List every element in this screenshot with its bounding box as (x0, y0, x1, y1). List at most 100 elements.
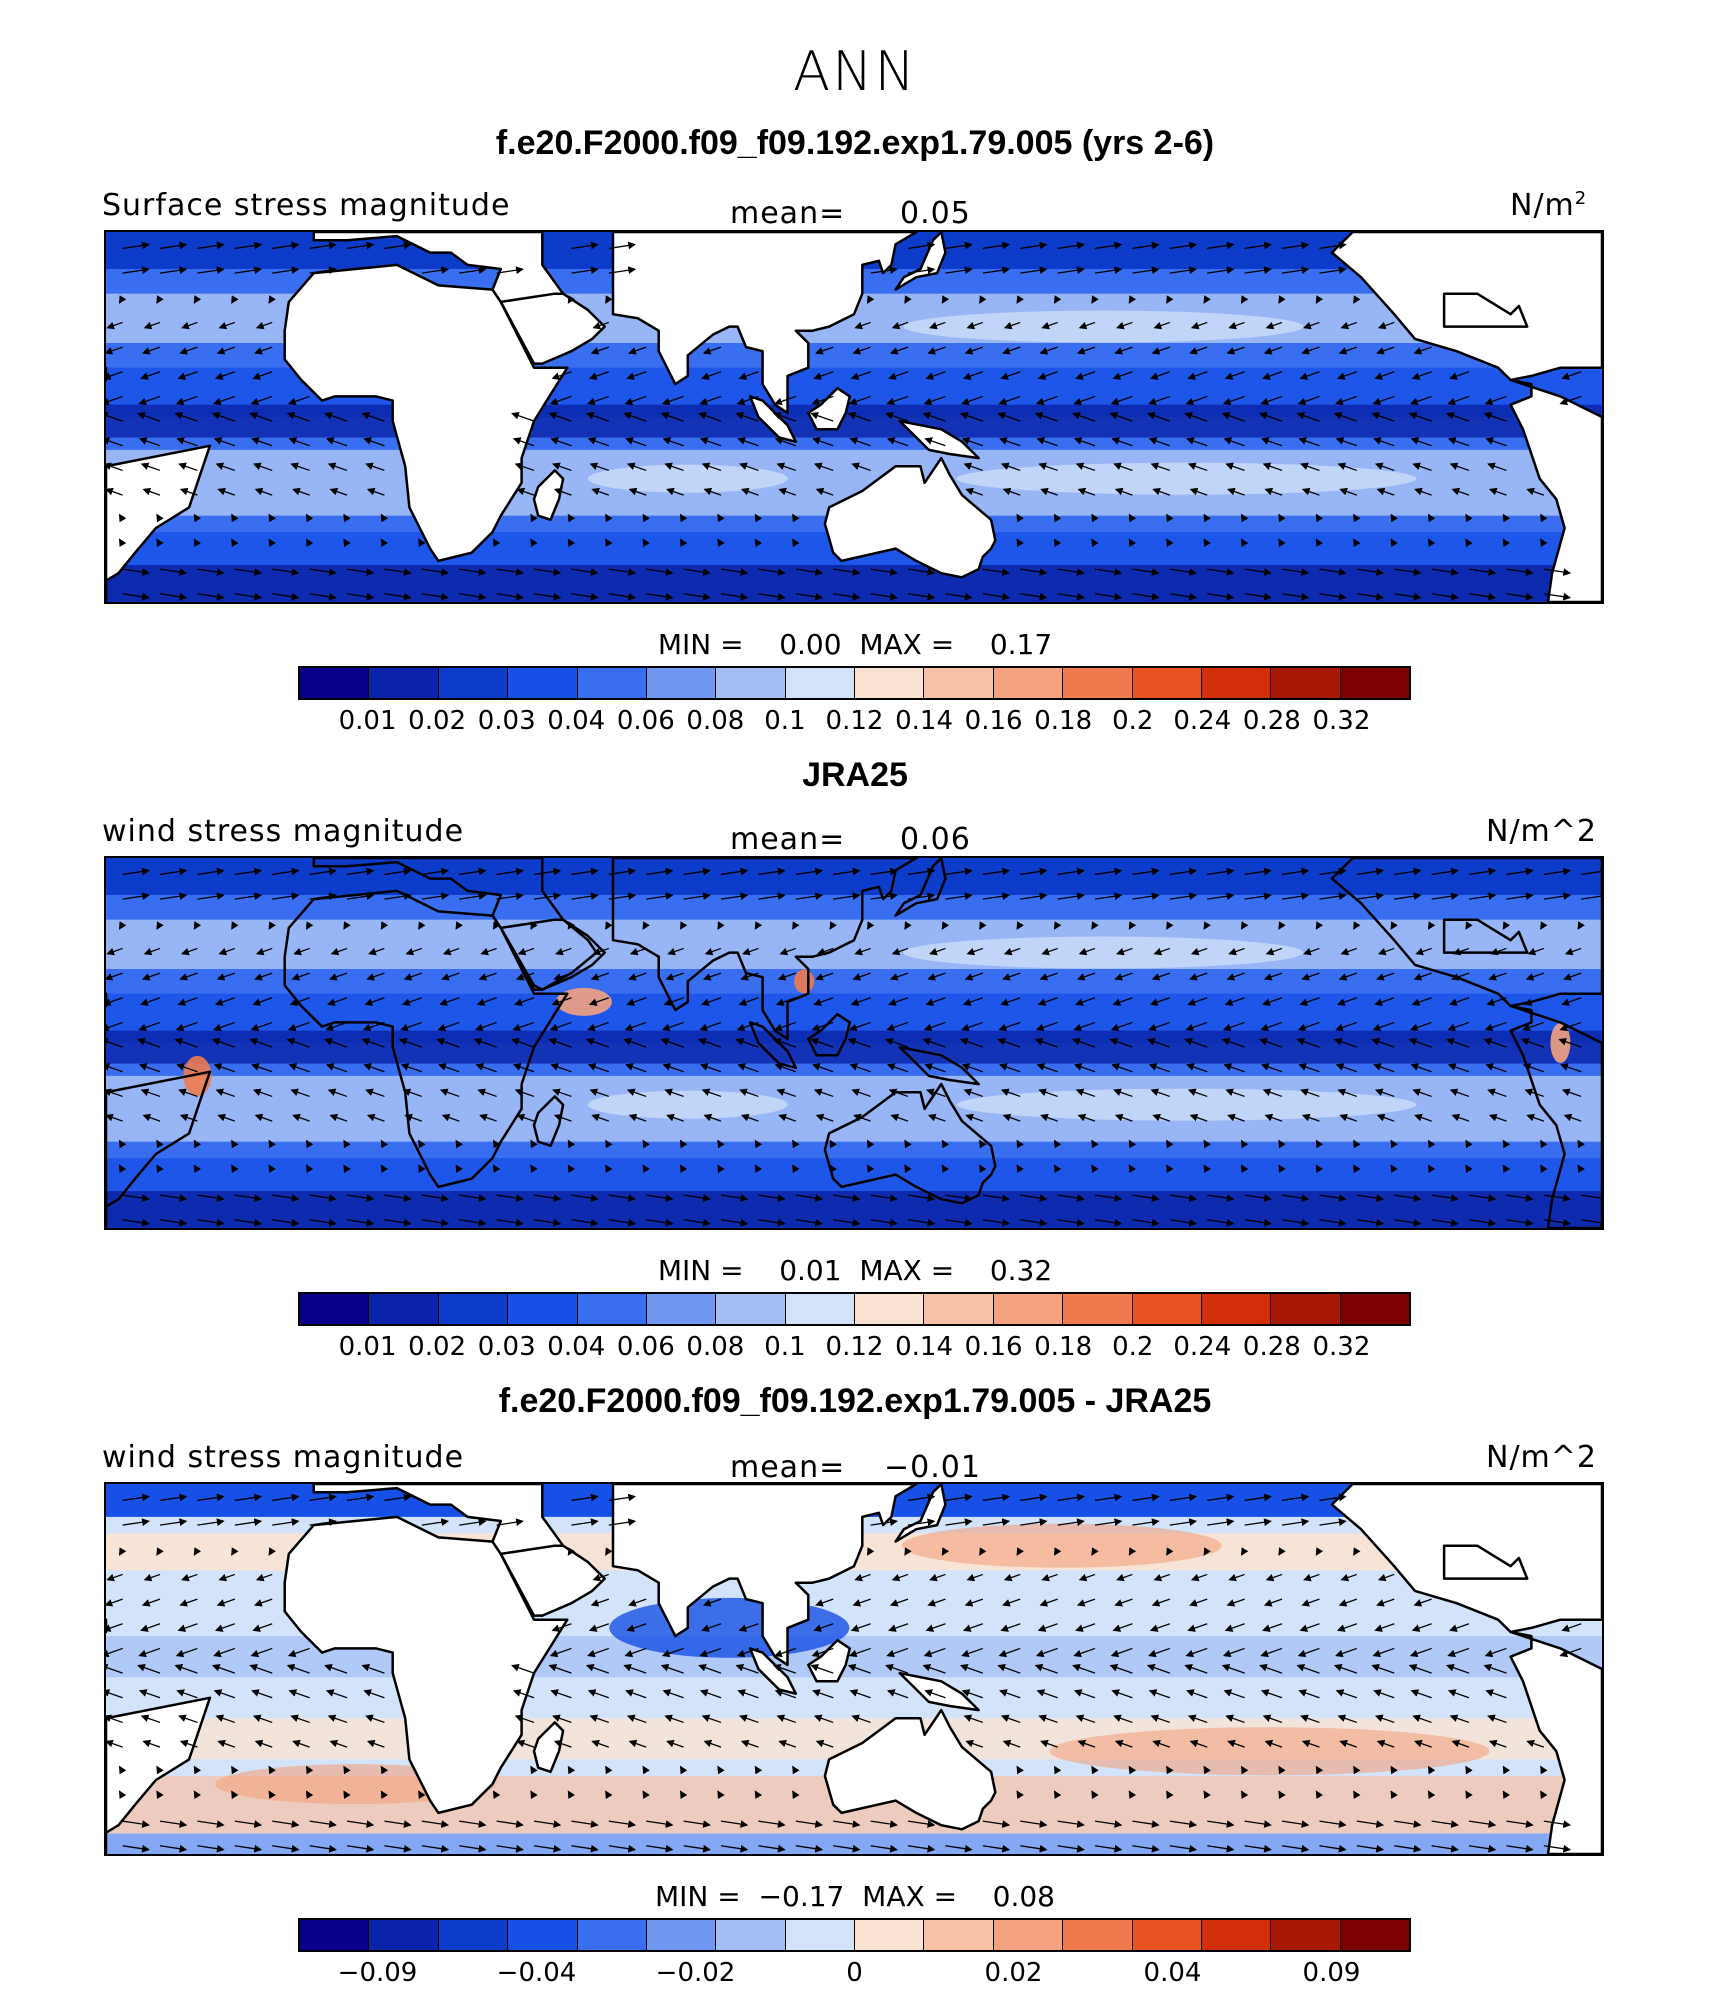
wind-arrow (1153, 947, 1171, 956)
wind-arrow (982, 568, 1011, 576)
wind-arrow (441, 972, 460, 981)
wind-arrow (1356, 867, 1385, 876)
wind-arrow (365, 462, 385, 472)
wind-arrow (590, 346, 610, 355)
wind-arrow (792, 513, 800, 523)
panel-3-min-label: MIN = (655, 1880, 741, 1913)
wind-arrow (1112, 371, 1133, 380)
wind-arrow (1465, 921, 1473, 930)
wind-arrow (979, 295, 987, 304)
wind-arrow (1094, 592, 1123, 601)
wind-arrow (368, 947, 385, 956)
wind-arrow (889, 346, 909, 355)
wind-arrow (1281, 867, 1310, 876)
wind-arrow (720, 592, 749, 601)
wind-arrow (1447, 395, 1470, 406)
wind-arrow (179, 346, 198, 355)
wind-arrow (1427, 921, 1436, 930)
colorbar-swatch (1271, 1920, 1341, 1950)
wind-arrow (567, 295, 576, 304)
land-outline (823, 456, 997, 579)
wind-arrow (380, 513, 389, 523)
wind-arrow (106, 346, 123, 355)
wind-arrow (309, 266, 337, 275)
wind-arrow (1371, 1037, 1395, 1048)
colorbar-swatch (924, 1920, 994, 1950)
wind-arrow (1373, 1063, 1395, 1073)
wind-arrow (400, 1021, 423, 1032)
colorbar-swatch (1132, 1920, 1202, 1950)
stress-contour (903, 936, 1304, 969)
wind-arrow (1376, 972, 1395, 981)
wind-arrow (1319, 867, 1347, 876)
colorbar-swatch (508, 1920, 578, 1950)
wind-arrow (646, 592, 674, 601)
wind-arrow (1315, 921, 1324, 930)
wind-arrow (137, 411, 161, 422)
wind-arrow (343, 538, 351, 548)
wind-arrow (1146, 1037, 1171, 1048)
wind-arrow (1281, 892, 1310, 901)
wind-arrow (1452, 947, 1470, 956)
colorbar-swatch (785, 668, 855, 698)
wind-arrow (1412, 462, 1432, 472)
wind-arrow (1356, 568, 1385, 576)
wind-arrow (1041, 947, 1058, 956)
wind-arrow (1148, 1063, 1171, 1073)
wind-arrow (1506, 867, 1534, 876)
wind-arrow (811, 1021, 834, 1032)
wind-arrow (1003, 947, 1021, 956)
wind-arrow (998, 1021, 1021, 1032)
panel-3-mean-label: mean= (730, 1450, 846, 1485)
wind-arrow (1260, 1021, 1283, 1032)
wind-arrow (106, 1088, 123, 1098)
wind-arrow (1077, 487, 1096, 496)
wind-arrow (1353, 538, 1361, 548)
wind-arrow (1091, 538, 1099, 548)
wind-arrow (736, 395, 759, 406)
wind-arrow (720, 568, 749, 576)
wind-arrow (945, 592, 973, 601)
wind-arrow (1262, 462, 1283, 472)
wind-arrow (660, 411, 684, 422)
wind-arrow (346, 867, 375, 876)
wind-arrow (1073, 1021, 1096, 1032)
wind-arrow (365, 1088, 385, 1098)
wind-arrow (815, 346, 834, 355)
wind-arrow (848, 1021, 871, 1032)
wind-arrow (776, 462, 797, 472)
wind-arrow (1260, 1063, 1283, 1073)
wind-arrow (1259, 1037, 1283, 1048)
wind-arrow (608, 592, 637, 601)
wind-arrow (1447, 437, 1470, 447)
land-outline (499, 918, 606, 991)
stress-contour (587, 464, 788, 493)
wind-arrow (740, 972, 759, 981)
wind-arrow (231, 513, 239, 523)
wind-arrow (175, 1021, 198, 1032)
wind-arrow (268, 295, 276, 304)
wind-arrow (1450, 972, 1470, 981)
wind-arrow (1427, 538, 1436, 548)
land-outline (532, 469, 565, 522)
wind-arrow (1169, 592, 1198, 601)
wind-arrow (1057, 568, 1085, 576)
wind-arrow (142, 487, 161, 496)
wind-arrow (811, 395, 834, 406)
panel-3-minmax: MIN = −0.17 MAX = 0.08 (0, 1880, 1710, 1913)
wind-arrow (1112, 997, 1133, 1006)
wind-arrow (215, 1088, 236, 1098)
wind-arrow (1057, 892, 1085, 901)
wind-arrow (533, 592, 562, 601)
wind-arrow (1468, 892, 1497, 901)
wind-arrow (1227, 487, 1245, 496)
wind-arrow (1150, 462, 1171, 472)
colorbar-swatch (1201, 1920, 1272, 1950)
wind-arrow (849, 437, 871, 447)
wind-arrow (927, 972, 946, 981)
wind-arrow (982, 892, 1011, 901)
wind-arrow (122, 892, 150, 901)
colorbar-tick-label: 0.04 (547, 706, 606, 736)
wind-arrow (1502, 921, 1511, 930)
wind-arrow (1076, 972, 1096, 981)
